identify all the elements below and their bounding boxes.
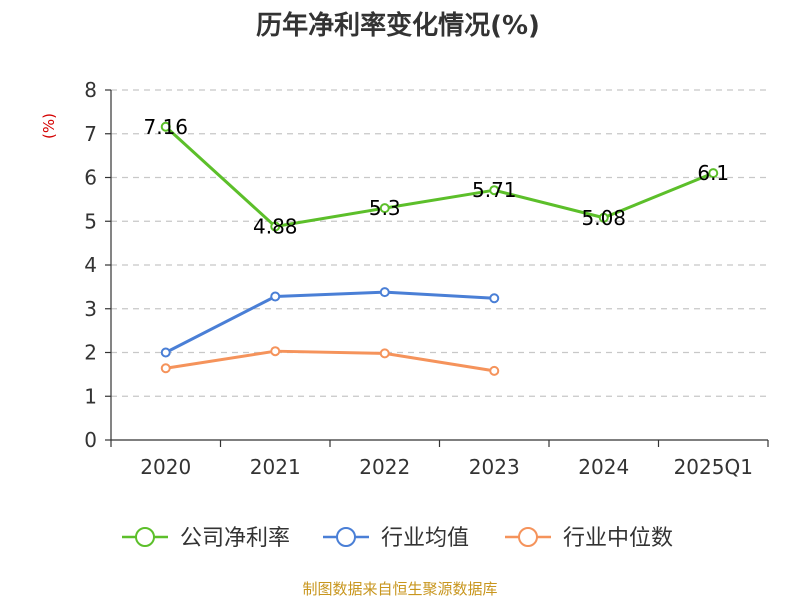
series-line-0 (164, 125, 714, 228)
legend-label: 行业均值 (381, 526, 469, 551)
legend-label: 行业中位数 (563, 526, 673, 551)
series-line-1 (165, 290, 495, 354)
legend-marker (135, 527, 155, 547)
data-point[interactable] (160, 347, 171, 358)
data-point[interactable] (489, 293, 500, 304)
data-label: 5.08 (581, 206, 626, 230)
data-point[interactable] (160, 121, 171, 132)
legend-item-1[interactable]: 行业均值 (323, 526, 469, 551)
y-tick-label: 0 (84, 428, 97, 452)
data-point[interactable] (379, 287, 390, 298)
legend-item-0[interactable]: 公司净利率 (122, 526, 290, 551)
data-point[interactable] (379, 203, 390, 214)
x-tick-label: 2022 (359, 455, 410, 479)
legend-item-2[interactable]: 行业中位数 (505, 526, 673, 551)
y-tick-label: 5 (84, 209, 97, 233)
data-point[interactable] (160, 363, 171, 374)
data-point[interactable] (270, 291, 281, 302)
data-point[interactable] (489, 185, 500, 196)
legend-label: 公司净利率 (180, 526, 290, 551)
data-label: 4.88 (253, 215, 298, 239)
data-point[interactable] (708, 168, 719, 179)
data-point[interactable] (270, 221, 281, 232)
y-tick-label: 6 (84, 166, 97, 190)
y-tick-label: 3 (84, 297, 97, 321)
data-label: 6.1 (697, 161, 729, 185)
series-lines (160, 121, 719, 376)
x-tick-label: 2021 (250, 455, 301, 479)
source-note: 制图数据来自恒生聚源数据库 (302, 580, 497, 598)
data-label: 5.3 (369, 196, 401, 220)
data-label: 7.16 (143, 115, 188, 139)
y-tick-label: 7 (84, 122, 97, 146)
data-label: 5.71 (472, 178, 517, 202)
data-point[interactable] (598, 212, 609, 223)
x-tick-label: 2020 (140, 455, 191, 479)
chart-title: 历年净利率变化情况(%) (256, 10, 540, 41)
data-point[interactable] (379, 348, 390, 359)
y-tick-label: 4 (84, 253, 97, 277)
x-tick-label: 2023 (469, 455, 520, 479)
legend-marker (336, 527, 356, 547)
x-tick-label: 2025Q1 (674, 455, 753, 479)
data-point[interactable] (489, 365, 500, 376)
x-tick-label: 2024 (578, 455, 629, 479)
data-labels: 7.16 4.88 5.3 5.71 5.08 6.1 (143, 115, 729, 239)
y-tick-label: 8 (84, 78, 97, 102)
data-point[interactable] (270, 346, 281, 357)
axes: 0 1 2 3 4 5 6 7 8 2020 2021 2022 2023 2024 2025Q1 (84, 78, 769, 479)
y-axis-label: (%) (40, 113, 58, 139)
legend[interactable]: 公司净利率 行业均值 行业中位数 (122, 526, 673, 551)
series-line-2 (165, 349, 495, 373)
legend-marker (518, 527, 538, 547)
grid-lines (111, 89, 768, 397)
y-tick-label: 1 (84, 384, 97, 408)
y-tick-label: 2 (84, 341, 97, 365)
